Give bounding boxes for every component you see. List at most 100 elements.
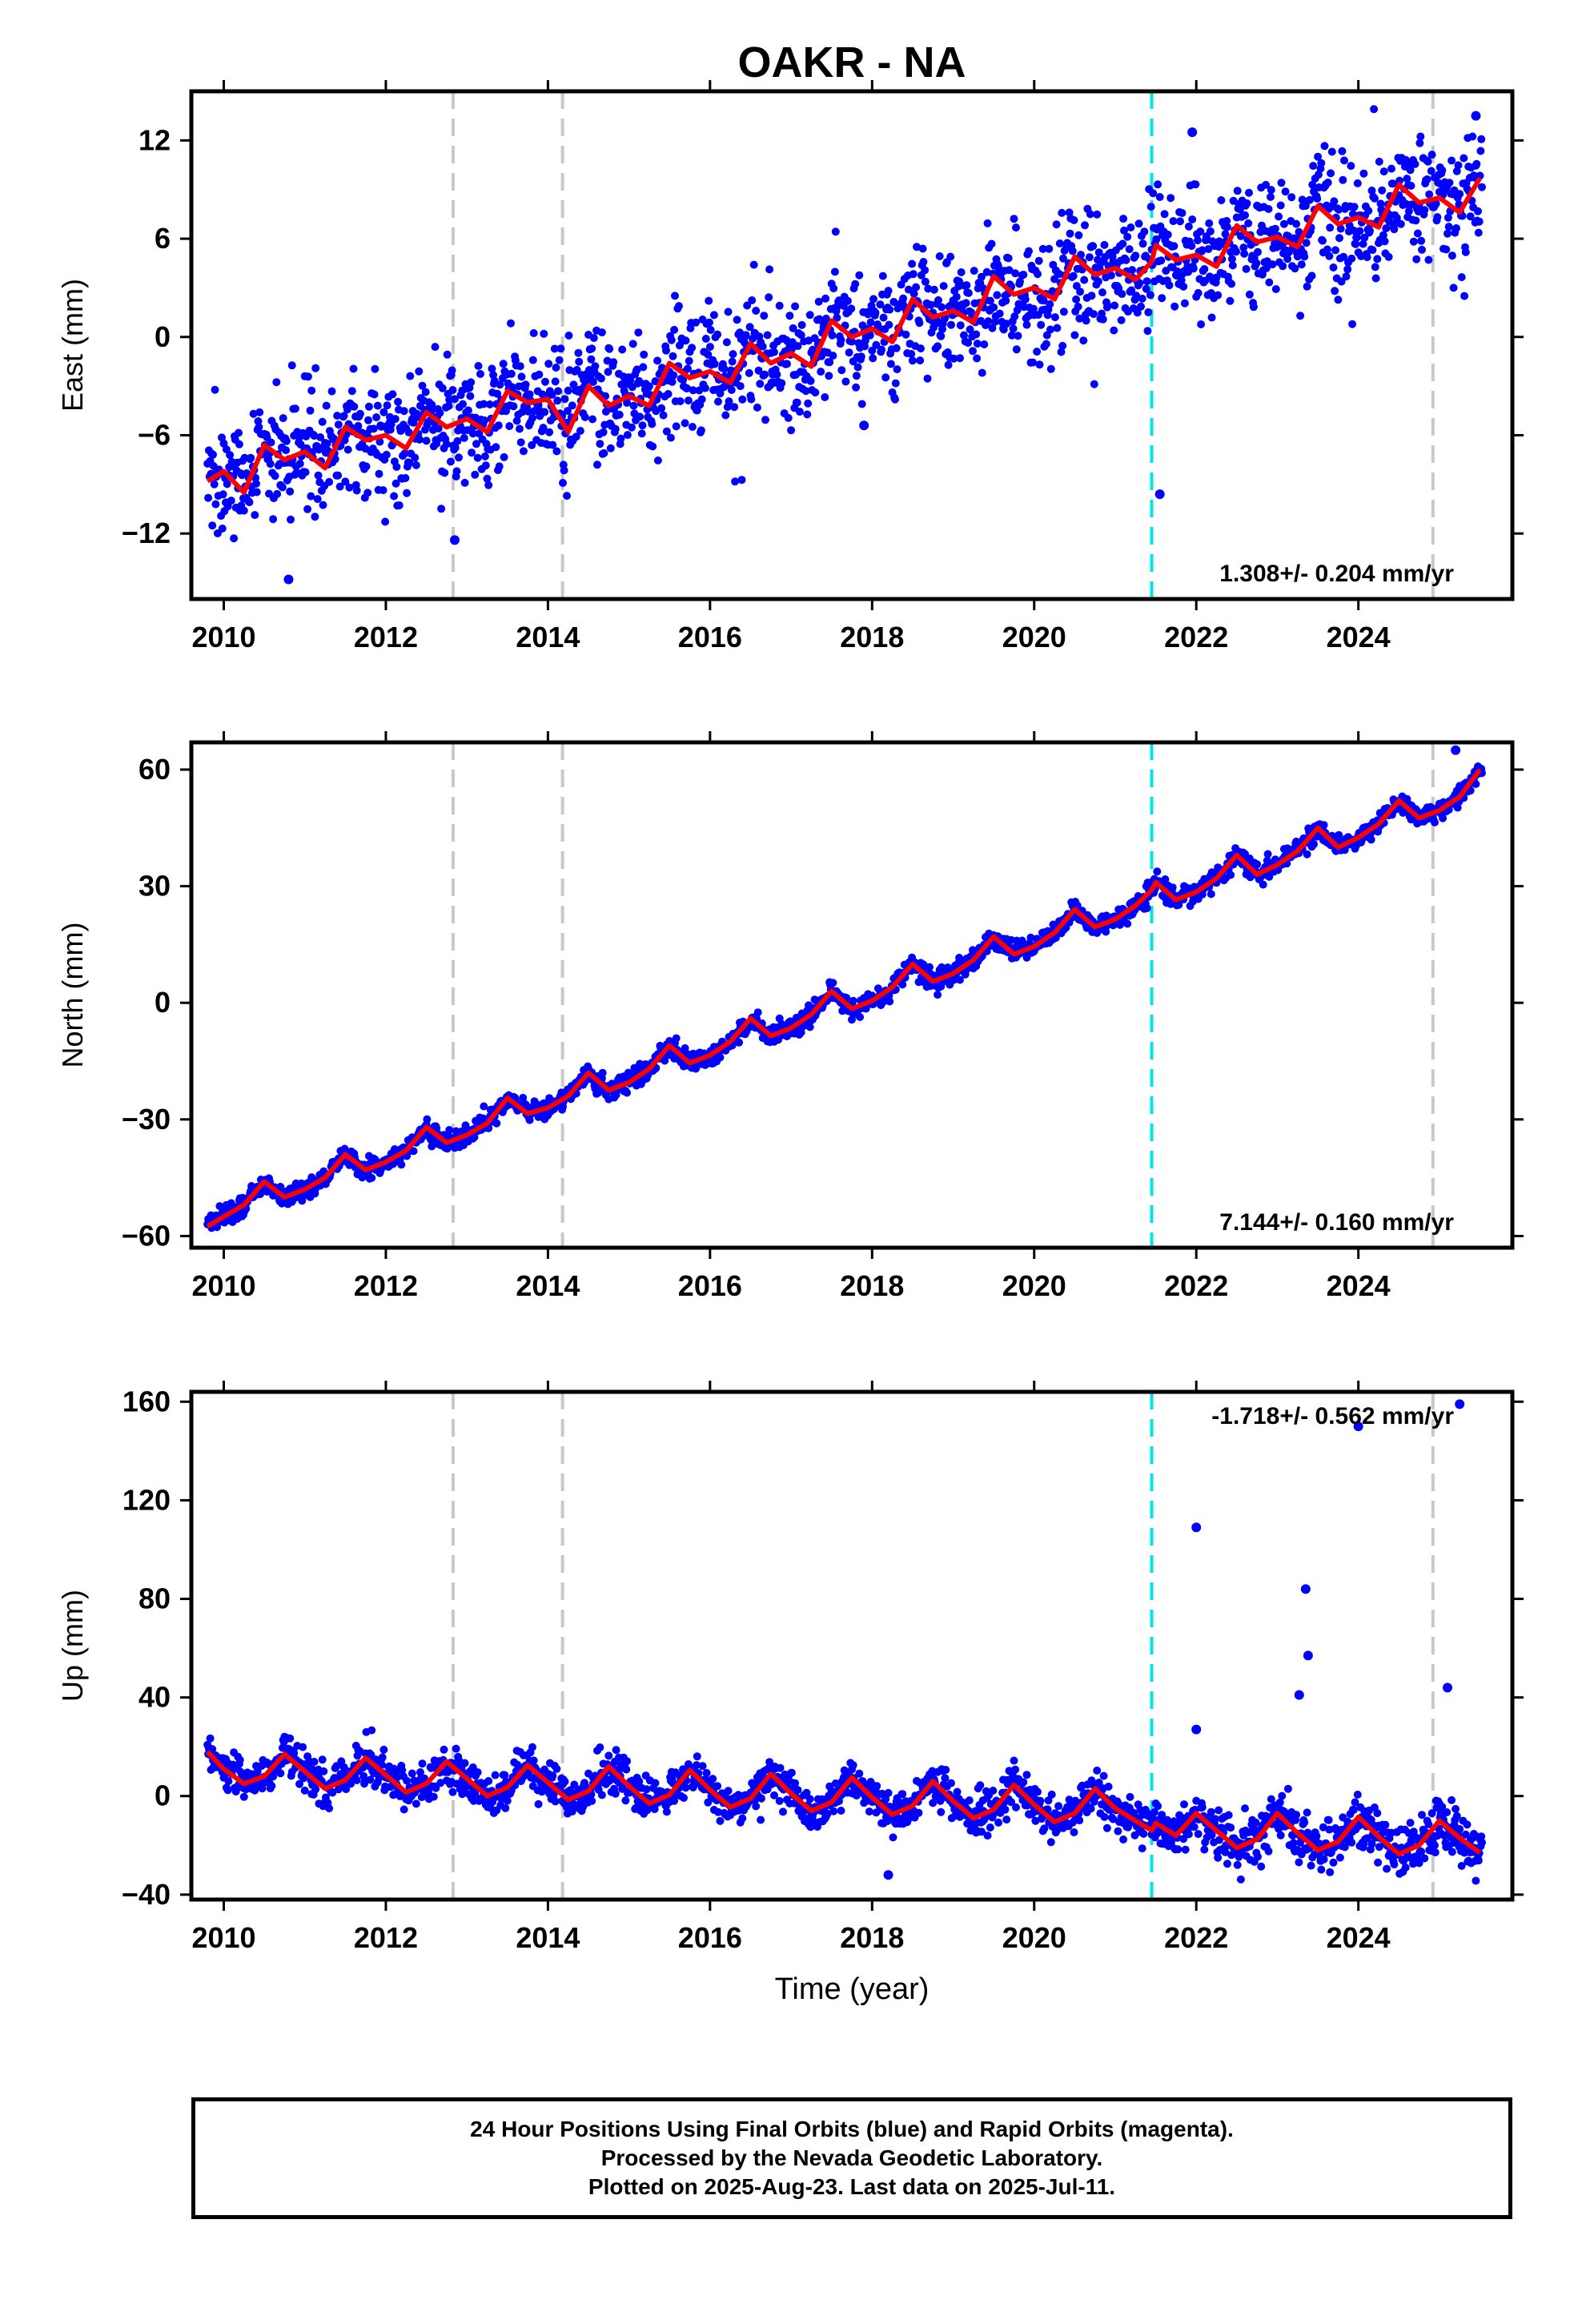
position-point [530, 329, 538, 337]
position-point [1144, 327, 1152, 335]
position-point [230, 534, 238, 542]
position-point [705, 297, 713, 305]
position-point [750, 261, 758, 269]
plot-frame [191, 742, 1512, 1248]
position-point [1363, 253, 1371, 261]
position-point [1277, 202, 1285, 210]
position-point [1472, 160, 1480, 168]
position-point [1414, 230, 1422, 238]
position-point [1178, 209, 1186, 217]
position-point [1417, 237, 1425, 245]
y-tick-label: 6 [155, 222, 171, 255]
position-point [411, 454, 419, 462]
position-point [937, 332, 945, 340]
x-tick-label: 2022 [1164, 1269, 1228, 1302]
position-point [942, 1766, 950, 1774]
position-point [1245, 189, 1253, 197]
position-point [412, 1799, 420, 1807]
position-point [299, 1743, 307, 1751]
position-point [1181, 300, 1189, 308]
x-tick-label: 2014 [516, 621, 580, 653]
position-point [791, 303, 799, 311]
position-point [1240, 250, 1248, 258]
x-tick-label: 2010 [191, 621, 255, 653]
position-point [1292, 220, 1300, 228]
position-point [990, 304, 998, 312]
x-tick-label: 2012 [354, 1269, 418, 1302]
position-point [1373, 255, 1381, 263]
position-point [756, 380, 764, 388]
position-point [311, 513, 319, 521]
position-point [934, 342, 942, 350]
position-point [1308, 271, 1316, 279]
position-point [638, 429, 646, 437]
position-point [887, 360, 895, 368]
position-point [851, 280, 859, 288]
position-point [1234, 187, 1242, 195]
position-point [1222, 230, 1230, 238]
position-point [1166, 281, 1174, 289]
position-point [622, 1766, 630, 1774]
position-point [893, 344, 901, 352]
position-point [271, 472, 279, 480]
position-point [1086, 253, 1094, 261]
x-tick-label: 2024 [1327, 621, 1391, 653]
position-point [507, 320, 515, 328]
position-point [1371, 195, 1379, 203]
position-point [530, 1756, 538, 1764]
position-point [379, 1746, 387, 1754]
position-point [1335, 234, 1343, 242]
position-point [1169, 883, 1177, 891]
position-point [599, 1069, 607, 1077]
position-point [663, 1807, 671, 1815]
position-point [1338, 147, 1346, 155]
position-point [652, 1779, 660, 1787]
position-point [1011, 269, 1019, 277]
position-point [785, 414, 793, 422]
position-point [371, 365, 379, 373]
position-point [829, 332, 837, 340]
position-point [777, 1764, 785, 1772]
position-point [1368, 246, 1376, 254]
position-point [669, 352, 677, 360]
position-point [1340, 156, 1348, 164]
position-point [528, 414, 536, 422]
position-point [1375, 158, 1383, 166]
position-point [334, 472, 342, 480]
position-point [1053, 220, 1061, 228]
position-point [207, 1735, 215, 1743]
y-axis-label: East (mm) [56, 279, 89, 412]
position-point [1339, 176, 1347, 184]
position-point [516, 362, 524, 370]
position-point [272, 378, 280, 386]
position-point [1291, 264, 1299, 272]
position-point [713, 331, 721, 339]
position-point [474, 454, 482, 462]
position-point [682, 336, 690, 344]
position-point [1197, 320, 1205, 328]
position-point [919, 245, 927, 253]
position-point [1458, 273, 1466, 281]
position-point [1327, 169, 1335, 177]
position-point [854, 364, 862, 372]
position-point [364, 416, 372, 424]
position-point [829, 979, 837, 987]
position-point [705, 319, 713, 327]
position-point [693, 1752, 701, 1760]
position-point [528, 1743, 536, 1751]
position-point [1139, 239, 1147, 247]
position-point [893, 365, 901, 373]
position-point [1372, 275, 1380, 283]
position-point [588, 344, 596, 352]
position-point [707, 326, 715, 334]
position-point [623, 1089, 631, 1097]
position-point [689, 423, 697, 431]
position-point [1446, 179, 1454, 187]
position-point [235, 440, 243, 448]
position-point [962, 299, 970, 307]
position-point [1126, 223, 1134, 231]
position-point [1448, 251, 1456, 259]
position-point [1012, 223, 1020, 231]
position-point [1343, 272, 1351, 280]
position-point [877, 346, 885, 354]
